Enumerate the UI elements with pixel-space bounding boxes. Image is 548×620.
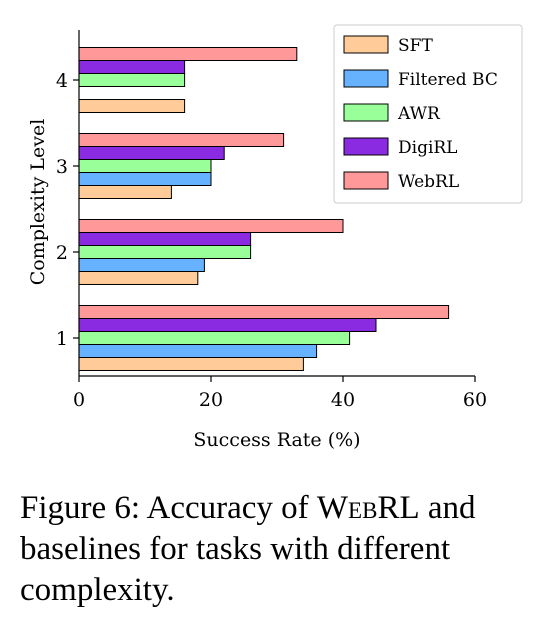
bar-awr-level-4 — [78, 73, 186, 87]
x-tick-label: 60 — [463, 389, 487, 411]
bar-webrl-level-2 — [78, 219, 344, 233]
x-tick-label: 0 — [73, 389, 85, 411]
bar-digirl-level-4 — [78, 60, 186, 74]
legend-swatch — [343, 69, 389, 88]
legend-swatch — [343, 35, 389, 54]
legend-label: WebRL — [398, 172, 459, 192]
legend-swatch — [343, 171, 389, 190]
bar-filtered-bc-level-3 — [78, 172, 212, 186]
legend-swatch — [343, 103, 389, 122]
chart: 0 20 40 60 1 2 3 4 SFT Filtered BC AWR DigiRL WebRL… — [27, 24, 523, 451]
bar-filtered-bc-level-1 — [78, 344, 318, 358]
y-tick-label: 3 — [56, 156, 68, 178]
bar-sft-level-3 — [78, 185, 172, 199]
bar-sft-level-2 — [78, 271, 199, 285]
bar-awr-level-2 — [78, 245, 252, 259]
legend-label: AWR — [397, 104, 441, 124]
caption-method-name: WebRL — [316, 490, 420, 526]
figure-caption: Figure 6: Accuracy of WebRL and baseline… — [20, 488, 535, 611]
bar-webrl-level-3 — [78, 133, 285, 147]
bar-awr-level-1 — [78, 331, 351, 345]
bar-digirl-level-3 — [78, 146, 225, 160]
caption-suffix: and baselines for tasks with different c… — [20, 490, 476, 608]
y-axis-title: Complexity Level — [27, 119, 49, 286]
legend-label: SFT — [398, 36, 433, 56]
y-tick-label: 2 — [56, 242, 68, 264]
x-axis-title: Success Rate (%) — [193, 429, 360, 451]
legend-swatch — [343, 137, 389, 156]
bar-awr-level-3 — [78, 159, 212, 173]
y-tick-label: 4 — [56, 70, 68, 92]
x-tick-label: 20 — [199, 389, 223, 411]
axes-group: 0 20 40 60 1 2 3 4 — [56, 30, 487, 411]
bar-webrl-level-4 — [78, 47, 298, 61]
x-tick-label: 40 — [331, 389, 355, 411]
legend-label: DigiRL — [398, 138, 457, 158]
bar-sft-level-1 — [78, 357, 304, 371]
bar-sft-level-4 — [78, 99, 186, 113]
bar-webrl-level-1 — [78, 305, 450, 319]
bar-digirl-level-2 — [78, 232, 252, 246]
bar-digirl-level-1 — [78, 318, 377, 332]
caption-prefix: Figure 6: Accuracy of — [20, 490, 317, 526]
bar-filtered-bc-level-2 — [78, 258, 205, 272]
legend: SFT Filtered BC AWR DigiRL WebRL — [333, 24, 523, 204]
legend-label: Filtered BC — [398, 70, 498, 90]
y-tick-label: 1 — [56, 328, 68, 350]
